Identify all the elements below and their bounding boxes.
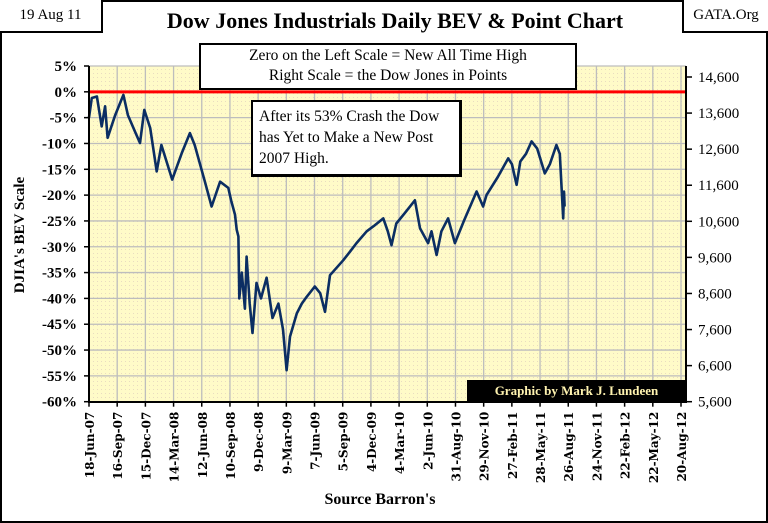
x-tick-label: 31-Aug-10	[449, 412, 463, 482]
x-tick-label: 4-Dec-09	[365, 412, 379, 472]
x-tick-label: 14-Mar-08	[168, 412, 182, 483]
x-tick-label: 22-Feb-12	[619, 412, 633, 479]
x-tick-label: 15-Dec-07	[139, 412, 153, 481]
y2-tick-label: 8,600	[698, 286, 732, 302]
x-tick-label: 27-Feb-11	[506, 412, 520, 479]
y-tick-label: -15%	[42, 162, 77, 178]
y2-tick-label: 6,600	[698, 359, 732, 375]
site-box: GATA.Org	[682, 0, 768, 33]
y-tick-label: -55%	[42, 369, 77, 385]
x-tick-label: 24-Nov-11	[590, 412, 604, 481]
y-tick-label: 0%	[55, 85, 78, 101]
y-tick-label: -60%	[42, 395, 77, 411]
x-tick-label: 2-Jun-10	[421, 412, 435, 470]
x-tick-label: 4-Mar-10	[393, 412, 407, 474]
x-tick-label: 16-Sep-07	[111, 412, 125, 480]
x-tick-label: 26-Aug-11	[562, 412, 576, 482]
series-line-djia-bev	[87, 93, 566, 372]
y-axis-label: DJIA's BEV Scale	[12, 176, 28, 293]
x-tick-label: 29-Nov-10	[478, 412, 492, 481]
x-tick-label: 10-Sep-08	[224, 412, 238, 480]
date-box: 19 Aug 11	[0, 0, 103, 33]
x-tick-label: 9-Mar-09	[280, 412, 294, 474]
scale-note-line1: Zero on the Left Scale = New All Time Hi…	[249, 47, 527, 64]
x-tick-label: 22-May-12	[647, 412, 661, 483]
x-tick-label: 9-Dec-08	[252, 412, 266, 472]
x-tick-label: 12-Jun-08	[196, 412, 210, 479]
x-tick-label: 20-Aug-12	[675, 412, 689, 482]
x-tick-label: 18-Jun-07	[83, 412, 97, 479]
y-tick-label: -20%	[42, 188, 77, 204]
scale-note-line2: Right Scale = the Dow Jones in Points	[268, 67, 508, 84]
y2-tick-label: 11,600	[698, 178, 739, 194]
y2-tick-label: 9,600	[698, 250, 732, 266]
x-tick-label: 7-Jun-09	[309, 412, 323, 470]
y-tick-label: 5%	[55, 59, 78, 75]
y2-tick-label: 7,600	[698, 323, 732, 339]
y-tick-label: -30%	[42, 240, 77, 256]
x-tick-label: 5-Sep-09	[337, 412, 351, 472]
y-tick-label: -35%	[42, 266, 77, 282]
y-tick-label: -50%	[42, 343, 77, 359]
x-tick-label: 28-May-11	[534, 412, 548, 483]
crash-note-box: After its 53% Crash the Dow has Yet to M…	[251, 100, 462, 177]
y-tick-label: -40%	[42, 291, 77, 307]
y2-tick-label: 10,600	[698, 214, 739, 230]
scale-note-box: Zero on the Left Scale = New All Time Hi…	[199, 43, 577, 90]
y-tick-label: -10%	[42, 136, 77, 152]
y2-tick-label: 5,600	[698, 395, 732, 411]
credit-box: Graphic by Mark J. Lundeen	[467, 380, 686, 401]
y2-tick-label: 12,600	[698, 142, 739, 158]
y2-tick-label: 14,600	[698, 70, 739, 86]
x-axis-label: Source Barron's	[325, 491, 436, 508]
y-tick-label: -25%	[42, 214, 77, 230]
chart-title: Dow Jones Industrials Daily BEV & Point …	[167, 8, 624, 33]
y-tick-label: -45%	[42, 317, 77, 333]
y2-tick-label: 13,600	[698, 106, 739, 122]
y-tick-label: -5%	[50, 111, 78, 127]
